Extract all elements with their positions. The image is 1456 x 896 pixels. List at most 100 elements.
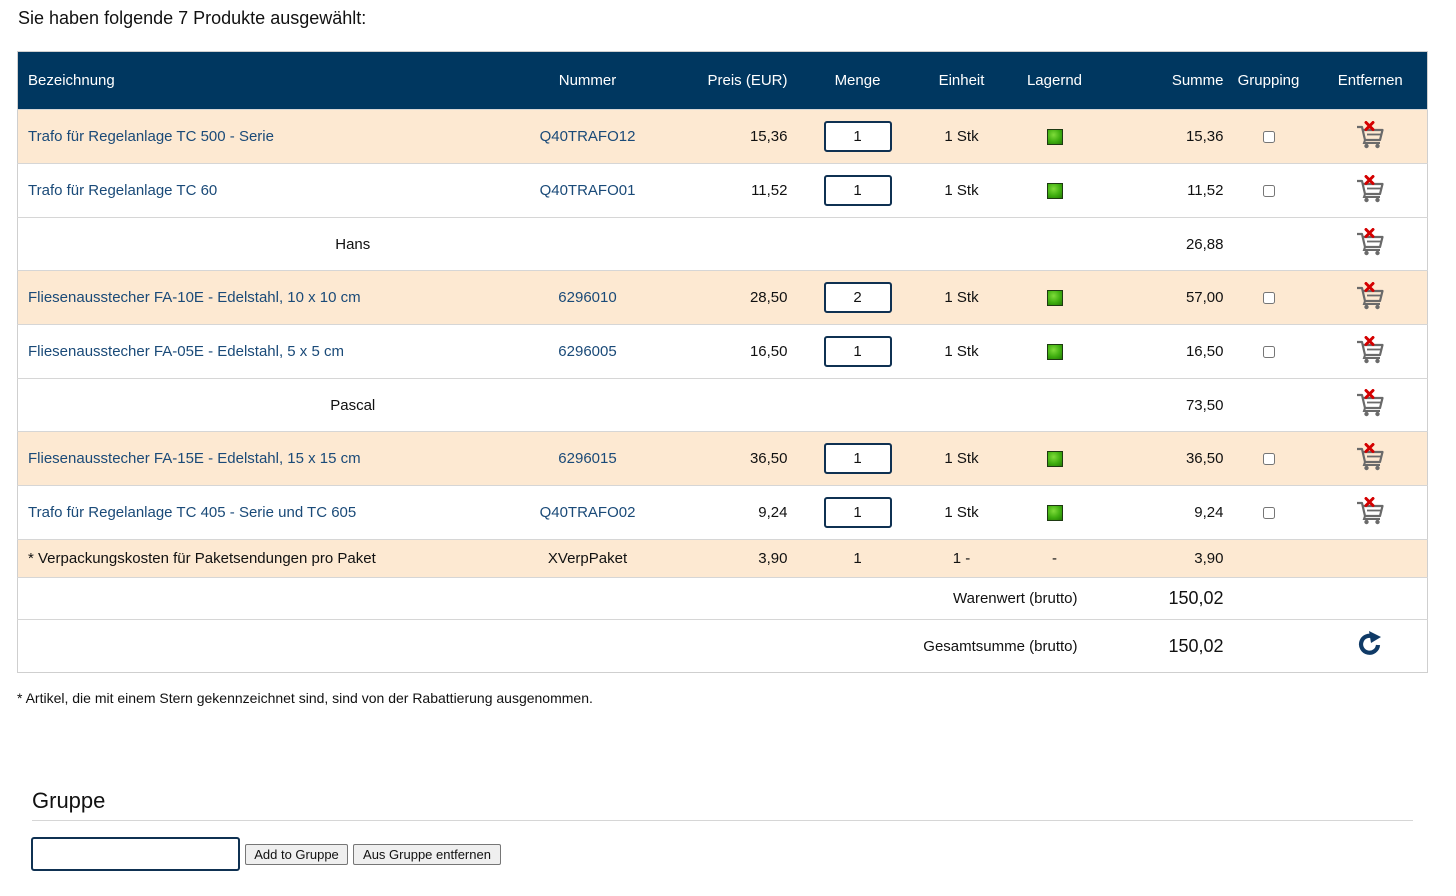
product-price: 11,52 (687, 163, 788, 218)
packaging-price: 3,90 (687, 539, 788, 578)
product-price: 28,50 (687, 270, 788, 325)
group-row: Pascal 73,50 (17, 378, 1428, 432)
gruppe-input[interactable] (31, 837, 240, 871)
table-row: Fliesenausstecher FA-10E - Edelstahl, 10… (17, 270, 1428, 325)
quantity-input[interactable] (823, 175, 892, 206)
quantity-input[interactable] (823, 497, 892, 528)
col-grupping: Grupping (1223, 51, 1314, 110)
stock-indicator-icon (1046, 505, 1063, 522)
product-link[interactable]: Fliesenausstecher FA-15E - Edelstahl, 15… (28, 450, 361, 467)
table-row: Fliesenausstecher FA-05E - Edelstahl, 5 … (17, 324, 1428, 379)
footnote: * Artikel, die mit einem Stern gekennzei… (17, 690, 593, 706)
divider (32, 820, 1413, 821)
quantity-input[interactable] (823, 121, 892, 152)
packaging-name: * Verpackungskosten für Paketsendungen p… (17, 539, 488, 578)
product-price: 36,50 (687, 431, 788, 486)
quantity-input[interactable] (823, 443, 892, 474)
add-to-gruppe-button[interactable]: Add to Gruppe (245, 844, 348, 865)
packaging-number: XVerpPaket (487, 539, 688, 578)
col-menge: Menge (787, 51, 928, 110)
gruppe-title: Gruppe (32, 788, 106, 813)
gesamtsumme-label: Gesamtsumme (brutto) (17, 619, 1114, 673)
product-sum: 16,50 (1113, 324, 1224, 379)
col-entfernen: Entfernen (1313, 51, 1428, 110)
product-number-link[interactable]: 6296010 (558, 289, 617, 306)
cart-remove-icon[interactable] (1355, 228, 1385, 260)
col-summe: Summe (1113, 51, 1224, 110)
product-number-link[interactable]: Q40TRAFO12 (539, 128, 636, 145)
remove-from-gruppe-button[interactable]: Aus Gruppe entfernen (353, 844, 501, 865)
product-sum: 57,00 (1113, 270, 1224, 325)
product-link[interactable]: Trafo für Regelanlage TC 60 (28, 182, 218, 199)
product-price: 9,24 (687, 485, 788, 540)
cart-remove-icon[interactable] (1355, 389, 1385, 421)
product-unit: 1 Stk (927, 324, 996, 379)
col-preis: Preis (EUR) (687, 51, 788, 110)
page-heading: Sie haben folgende 7 Produkte ausgewählt… (18, 8, 367, 28)
warenwert-value: 150,02 (1113, 577, 1224, 620)
product-number-link[interactable]: Q40TRAFO01 (539, 182, 636, 199)
product-number-link[interactable]: Q40TRAFO02 (539, 504, 636, 521)
gesamtsumme-value: 150,02 (1113, 619, 1224, 673)
packaging-unit: 1 - (927, 539, 996, 578)
cart-remove-icon[interactable] (1355, 335, 1385, 368)
cart-remove-icon[interactable] (1355, 281, 1385, 314)
table-row: Fliesenausstecher FA-15E - Edelstahl, 15… (17, 431, 1428, 486)
grupping-checkbox[interactable] (1262, 131, 1275, 144)
stock-indicator-icon (1046, 129, 1063, 146)
col-nummer: Nummer (487, 51, 688, 110)
cart-body: Trafo für Regelanlage TC 500 - Serie Q40T… (17, 109, 1428, 540)
product-sum: 36,50 (1113, 431, 1224, 486)
product-sum: 15,36 (1113, 109, 1224, 164)
grupping-checkbox[interactable] (1262, 346, 1275, 359)
quantity-input[interactable] (823, 336, 892, 367)
warenwert-row: Warenwert (brutto) 150,02 (17, 577, 1428, 620)
product-link[interactable]: Trafo für Regelanlage TC 405 - Serie und… (28, 504, 357, 521)
product-unit: 1 Stk (927, 485, 996, 540)
group-row: Hans 26,88 (17, 217, 1428, 271)
gesamtsumme-row: Gesamtsumme (brutto) 150,02 (17, 619, 1428, 673)
product-unit: 1 Stk (927, 163, 996, 218)
product-link[interactable]: Trafo für Regelanlage TC 500 - Serie (28, 128, 274, 145)
grupping-checkbox[interactable] (1262, 185, 1275, 198)
product-price: 16,50 (687, 324, 788, 379)
packaging-qty: 1 (787, 539, 928, 578)
col-lagernd: Lagernd (995, 51, 1114, 110)
packaging-sum: 3,90 (1113, 539, 1224, 578)
group-name: Pascal (17, 378, 688, 432)
product-price: 15,36 (687, 109, 788, 164)
grupping-checkbox[interactable] (1262, 453, 1275, 466)
refresh-icon[interactable] (1356, 630, 1384, 662)
cart-table: Bezeichnung Nummer Preis (EUR) Menge Ein… (17, 51, 1428, 673)
product-sum: 11,52 (1113, 163, 1224, 218)
cart-remove-icon[interactable] (1355, 174, 1385, 207)
cart-remove-icon[interactable] (1355, 442, 1385, 475)
stock-indicator-icon (1046, 451, 1063, 468)
product-number-link[interactable]: 6296005 (558, 343, 617, 360)
product-link[interactable]: Fliesenausstecher FA-10E - Edelstahl, 10… (28, 289, 361, 306)
group-sum: 26,88 (1113, 217, 1224, 271)
col-bezeichnung: Bezeichnung (17, 51, 488, 110)
product-number-link[interactable]: 6296015 (558, 450, 617, 467)
product-unit: 1 Stk (927, 109, 996, 164)
warenwert-label: Warenwert (brutto) (17, 577, 1114, 620)
packaging-row: * Verpackungskosten für Paketsendungen p… (17, 539, 1428, 578)
col-einheit: Einheit (927, 51, 996, 110)
stock-indicator-icon (1046, 290, 1063, 307)
table-header-row: Bezeichnung Nummer Preis (EUR) Menge Ein… (17, 51, 1428, 110)
stock-indicator-icon (1046, 344, 1063, 361)
group-sum: 73,50 (1113, 378, 1224, 432)
product-unit: 1 Stk (927, 270, 996, 325)
table-row: Trafo für Regelanlage TC 500 - Serie Q40T… (17, 109, 1428, 164)
grupping-checkbox[interactable] (1262, 507, 1275, 520)
table-row: Trafo für Regelanlage TC 60 Q40TRAFO01 11,… (17, 163, 1428, 218)
cart-remove-icon[interactable] (1355, 120, 1385, 153)
table-row: Trafo für Regelanlage TC 405 - Serie und… (17, 485, 1428, 540)
product-link[interactable]: Fliesenausstecher FA-05E - Edelstahl, 5 … (28, 343, 344, 360)
product-sum: 9,24 (1113, 485, 1224, 540)
packaging-stock: - (995, 539, 1114, 578)
cart-remove-icon[interactable] (1355, 496, 1385, 529)
grupping-checkbox[interactable] (1262, 292, 1275, 305)
stock-indicator-icon (1046, 183, 1063, 200)
quantity-input[interactable] (823, 282, 892, 313)
